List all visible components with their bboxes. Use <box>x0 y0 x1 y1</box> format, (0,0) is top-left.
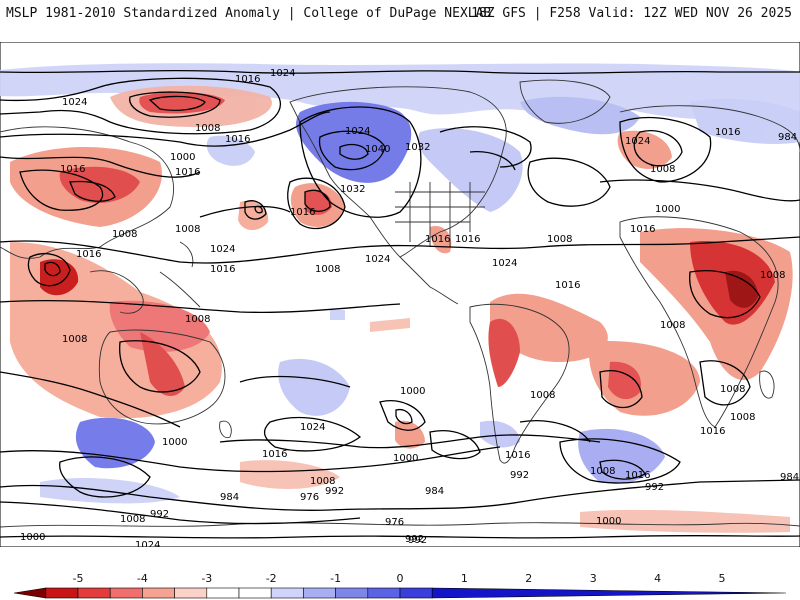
isobar-label: 1016 <box>715 127 740 138</box>
isobar-label: 984 <box>778 132 797 143</box>
isobar-label: 1000 <box>655 204 680 215</box>
isobar-label: 1016 <box>225 134 250 145</box>
isobar-label: 1024 <box>135 540 160 547</box>
isobar-label: 1024 <box>492 258 517 269</box>
colorbar-tick-label: 3 <box>589 572 597 585</box>
isobar-label: 992 <box>510 470 529 481</box>
isobar-label: 1016 <box>175 167 200 178</box>
colorbar-bin <box>270 587 304 599</box>
chart-title: MSLP 1981-2010 Standardized Anomaly | Co… <box>6 6 492 21</box>
isobar-label: 1008 <box>530 390 555 401</box>
isobar-contours <box>0 69 800 539</box>
colorbar-bin <box>303 587 336 599</box>
isobar-label: 1024 <box>625 136 650 147</box>
isobar-label: 1008 <box>547 234 572 245</box>
isobar-label: 1032 <box>340 184 365 195</box>
isobar-label: 984 <box>425 486 444 497</box>
isobar-label: 1008 <box>310 476 335 487</box>
isobar-label: 1024 <box>365 254 390 265</box>
isobar-label: 1016 <box>455 234 480 245</box>
colorbar-bin <box>367 587 401 599</box>
isobar-label: 1000 <box>596 516 621 527</box>
isobar-label: 1032 <box>405 142 430 153</box>
colorbar-bin <box>206 587 240 599</box>
colorbar-tick-label: -5 <box>72 572 84 585</box>
isobar-label: 984 <box>780 472 799 483</box>
isobar-label: 1000 <box>170 152 195 163</box>
colorbar-tick-label: 5 <box>718 572 726 585</box>
isobar-label: 1008 <box>112 229 137 240</box>
colorbar-tick-label: -1 <box>330 572 342 585</box>
isobar-label: 1008 <box>590 466 615 477</box>
isobar-labels: 1024 1016 1008 1000 1016 1024 1016 1016 … <box>20 68 799 547</box>
colorbar-tick-label: -3 <box>201 572 213 585</box>
colorbar-bin <box>431 587 787 599</box>
isobar-label: 1016 <box>625 470 650 481</box>
colorbar-bin <box>238 587 272 599</box>
isobar-label: 1016 <box>505 450 530 461</box>
colorbar-scale <box>13 587 787 599</box>
isobar-label: 1016 <box>290 207 315 218</box>
isobar-label: 1024 <box>345 126 370 137</box>
colorbar-tick-labels: -5 -4 -3 -2 -1 0 1 2 3 4 5 <box>0 572 800 586</box>
isobar-label: 1008 <box>720 384 745 395</box>
isobar-label: 1000 <box>20 532 45 543</box>
header-bar: MSLP 1981-2010 Standardized Anomaly | Co… <box>0 0 800 34</box>
isobar-label: 1008 <box>730 412 755 423</box>
isobar-label: 992 <box>405 534 424 545</box>
isobar-label: 984 <box>220 492 239 503</box>
isobar-label: 1016 <box>555 280 580 291</box>
colorbar-tick-label: 4 <box>654 572 662 585</box>
colorbar-bin <box>142 587 175 599</box>
isobar-label: 1016 <box>262 449 287 460</box>
isobar-label: 1008 <box>62 334 87 345</box>
isobar-label: 1008 <box>650 164 675 175</box>
isobar-label: 1040 <box>365 144 390 155</box>
isobar-label: 1008 <box>195 123 220 134</box>
isobar-label: 1016 <box>630 224 655 235</box>
coastlines <box>0 79 800 528</box>
colorbar-bin <box>335 587 369 599</box>
colorbar-bin <box>109 587 143 599</box>
colorbar: -5 -4 -3 -2 -1 0 1 2 3 4 5 <box>0 568 800 600</box>
colorbar-bin <box>45 587 79 599</box>
isobar-label: 992 <box>325 486 344 497</box>
isobar-label: 1000 <box>162 437 187 448</box>
colorbar-bin <box>399 587 433 599</box>
isobar-label: 976 <box>300 492 319 503</box>
colorbar-bin <box>13 587 47 599</box>
colorbar-bin <box>174 587 208 599</box>
isobar-label: 1000 <box>400 386 425 397</box>
isobar-label: 992 <box>150 509 169 520</box>
isobar-label: 1008 <box>660 320 685 331</box>
isobar-label: 1016 <box>235 74 260 85</box>
isobar-label: 1016 <box>425 234 450 245</box>
colorbar-tick-label: -4 <box>136 572 148 585</box>
isobar-label: 1008 <box>175 224 200 235</box>
valid-time-label: 18Z GFS | F258 Valid: 12Z WED NOV 26 202… <box>471 6 792 21</box>
anomaly-map: 1024 1016 1008 1000 1016 1024 1016 1016 … <box>0 42 800 547</box>
isobar-label: 1024 <box>270 68 295 79</box>
isobar-label: 1024 <box>62 97 87 108</box>
isobar-label: 1024 <box>210 244 235 255</box>
isobar-label: 1016 <box>700 426 725 437</box>
isobar-label: 992 <box>645 482 664 493</box>
isobar-label: 1008 <box>760 270 785 281</box>
colorbar-tick-label: 0 <box>396 572 404 585</box>
isobar-label: 1024 <box>300 422 325 433</box>
colorbar-tick-label: 1 <box>460 572 468 585</box>
isobar-label: 992 <box>408 535 427 546</box>
isobar-label: 976 <box>385 517 404 528</box>
isobar-label: 1016 <box>76 249 101 260</box>
isobar-label: 1008 <box>315 264 340 275</box>
isobar-label: 1000 <box>393 453 418 464</box>
isobar-label: 1016 <box>210 264 235 275</box>
colorbar-bin <box>77 587 111 599</box>
colorbar-tick-label: 2 <box>525 572 533 585</box>
isobar-label: 1016 <box>60 164 85 175</box>
isobar-label: 1008 <box>185 314 210 325</box>
isobar-label: 1008 <box>120 514 145 525</box>
colorbar-tick-label: -2 <box>265 572 277 585</box>
